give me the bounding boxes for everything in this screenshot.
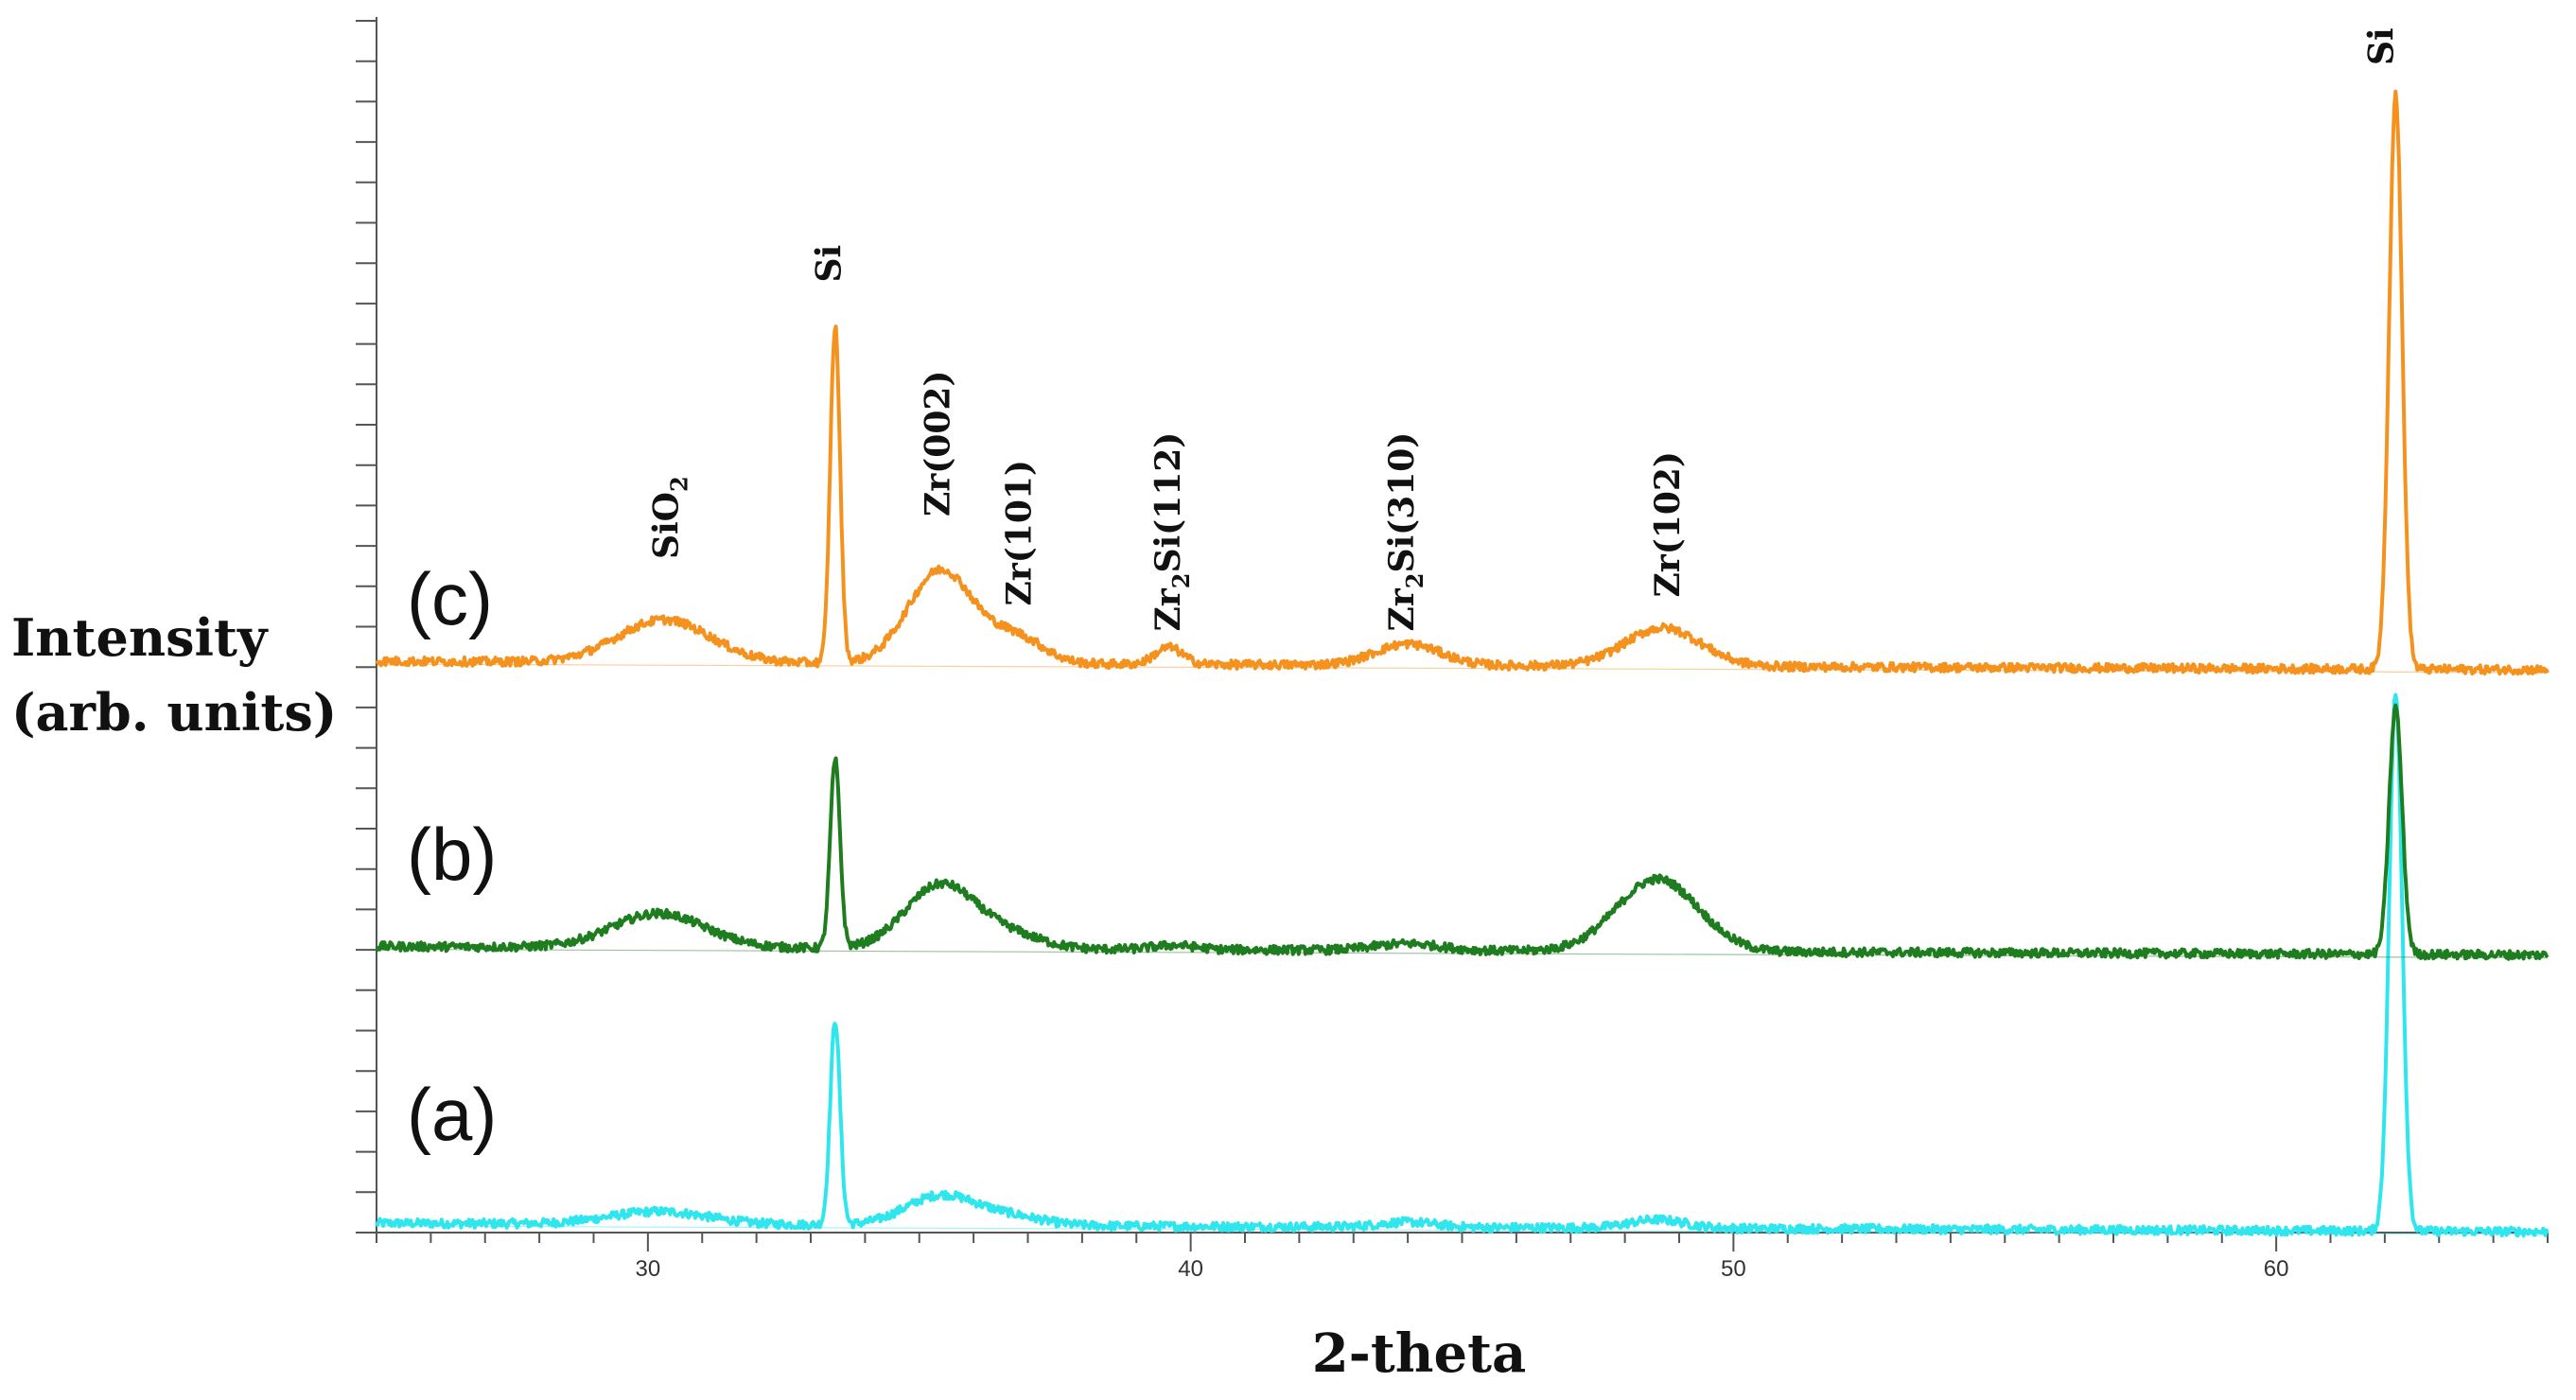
x-axis-label: 2-theta [1312,1322,1527,1385]
series-label: (c) [407,557,493,640]
x-tick-label: 40 [1178,1256,1203,1282]
peak-label: Zr2Si(310) [1382,432,1428,632]
series-line [375,703,2550,961]
y-ticks [356,20,377,1234]
y-axis-label-line2: (arb. units) [11,682,337,743]
peak-label: Zr(002) [918,371,957,516]
series-line [375,89,2550,676]
peak-label: Si [2361,27,2401,65]
series-group: (a) (b) (c) [375,89,2550,1238]
peak-label: Si [810,245,850,283]
series-b: (b) [375,703,2550,961]
series-a: (a) [375,692,2550,1238]
peak-label: SiO2 [646,476,692,559]
x-ticks: 30 40 50 60 [376,1233,2549,1282]
peak-label: Zr(102) [1648,451,1688,597]
axes [376,17,2548,1234]
x-tick-label: 60 [2264,1256,2289,1282]
y-axis-label-line1: Intensity [11,607,269,668]
peak-label: Zr(101) [999,460,1039,605]
peak-annotations: SiO2 Si Zr(002) Zr(101) Zr2Si(112) Zr2Si(310)… [646,27,2401,631]
series-c: (c) [375,89,2550,676]
x-tick-label: 30 [636,1256,661,1282]
series-line [375,692,2550,1238]
series-label: (b) [407,813,497,896]
series-label: (a) [407,1073,497,1156]
x-tick-label: 50 [1721,1256,1746,1282]
peak-label: Zr2Si(112) [1148,432,1195,632]
